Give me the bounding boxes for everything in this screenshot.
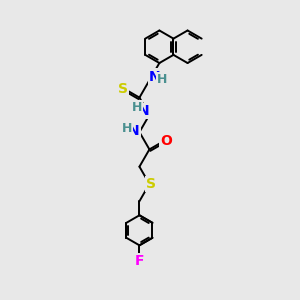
Text: N: N: [149, 70, 161, 83]
Text: S: S: [146, 177, 156, 191]
Text: F: F: [135, 254, 144, 268]
Text: H: H: [157, 73, 167, 86]
Text: H: H: [132, 101, 142, 115]
Text: S: S: [118, 82, 128, 96]
Text: N: N: [138, 104, 150, 118]
Text: H: H: [122, 122, 132, 135]
Text: N: N: [128, 124, 140, 138]
Text: O: O: [160, 134, 172, 148]
